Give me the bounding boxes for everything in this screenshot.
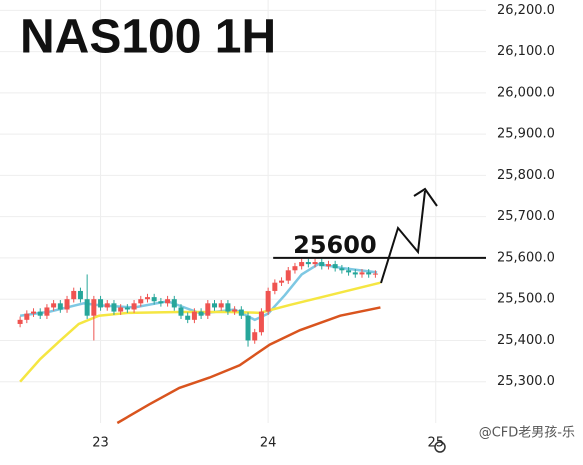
candle-body (131, 303, 137, 310)
candle-body (44, 307, 50, 316)
chart-title: NAS100 1H (20, 11, 276, 64)
candle-body (272, 282, 278, 291)
candle-body (292, 266, 298, 271)
candle-body (104, 303, 110, 308)
candle-body (31, 311, 37, 314)
x-tick-label: 23 (92, 436, 109, 451)
candle-body (178, 307, 184, 316)
candle-body (339, 268, 345, 271)
moving-average (116, 306, 381, 425)
candle-body (212, 303, 218, 308)
watermark: @CFD老男孩-乐 (479, 426, 575, 441)
x-tick-label: 25 (427, 436, 444, 451)
candle-body (366, 272, 372, 275)
candle-body (98, 299, 104, 308)
candle-body (151, 297, 157, 302)
y-tick-label: 25,700.0 (497, 209, 555, 224)
candle-body (198, 311, 204, 316)
candle-body (218, 303, 224, 308)
candle-body (191, 311, 197, 320)
candle-body (332, 264, 338, 269)
y-tick-label: 25,300.0 (497, 374, 555, 389)
candle-body (64, 299, 70, 310)
candle-body (138, 299, 144, 304)
candle-body (71, 290, 77, 300)
candle-body (299, 262, 305, 267)
candle-body (245, 315, 251, 341)
candle-body (77, 290, 83, 300)
y-tick-label: 25,900.0 (497, 127, 555, 142)
candle-body (372, 273, 378, 275)
x-tick-label: 24 (260, 436, 277, 451)
y-tick-label: 25,400.0 (497, 333, 555, 348)
candle-body (144, 297, 150, 300)
candle-body (24, 313, 30, 320)
candle-body (258, 311, 264, 333)
arrow-head (413, 187, 438, 207)
y-tick-label: 26,000.0 (497, 85, 555, 100)
candle-body (124, 307, 130, 310)
y-tick-label: 25,800.0 (497, 168, 555, 183)
candle-body (305, 262, 311, 265)
candle-body (325, 264, 331, 267)
candle-body (319, 262, 325, 267)
candle-body (279, 280, 285, 283)
candle-body (158, 301, 164, 304)
settings-icon[interactable] (434, 441, 446, 453)
y-tick-label: 26,100.0 (497, 44, 555, 59)
y-tick-label: 25,500.0 (497, 292, 555, 307)
candle-body (312, 262, 318, 265)
candle-body (265, 290, 271, 312)
candle-body (232, 309, 238, 312)
candle-body (252, 332, 258, 341)
candle-body (346, 270, 352, 273)
candle-body (91, 299, 97, 316)
candle-body (37, 311, 43, 316)
level-label: 25600 (293, 231, 377, 259)
forecast-arrow (380, 190, 426, 284)
candle-body (225, 303, 231, 312)
candle-body (352, 272, 358, 275)
y-tick-label: 25,600.0 (497, 250, 555, 265)
candle-body (171, 299, 177, 308)
candle-body (205, 303, 211, 316)
candle-body (118, 307, 124, 312)
plot: 25600 (17, 231, 486, 425)
candle-body (111, 303, 117, 312)
candle-body (185, 315, 191, 320)
y-tick-label: 26,200.0 (497, 3, 555, 18)
candle-body (359, 272, 365, 275)
candle-body (51, 303, 57, 308)
candle-body (57, 303, 63, 310)
candle-body (285, 270, 291, 281)
moving-average (19, 281, 381, 383)
candle-body (238, 309, 244, 316)
settings-icon[interactable] (434, 441, 446, 453)
candle-body (17, 319, 23, 324)
candle-body (165, 299, 171, 304)
candle-body (84, 299, 90, 316)
